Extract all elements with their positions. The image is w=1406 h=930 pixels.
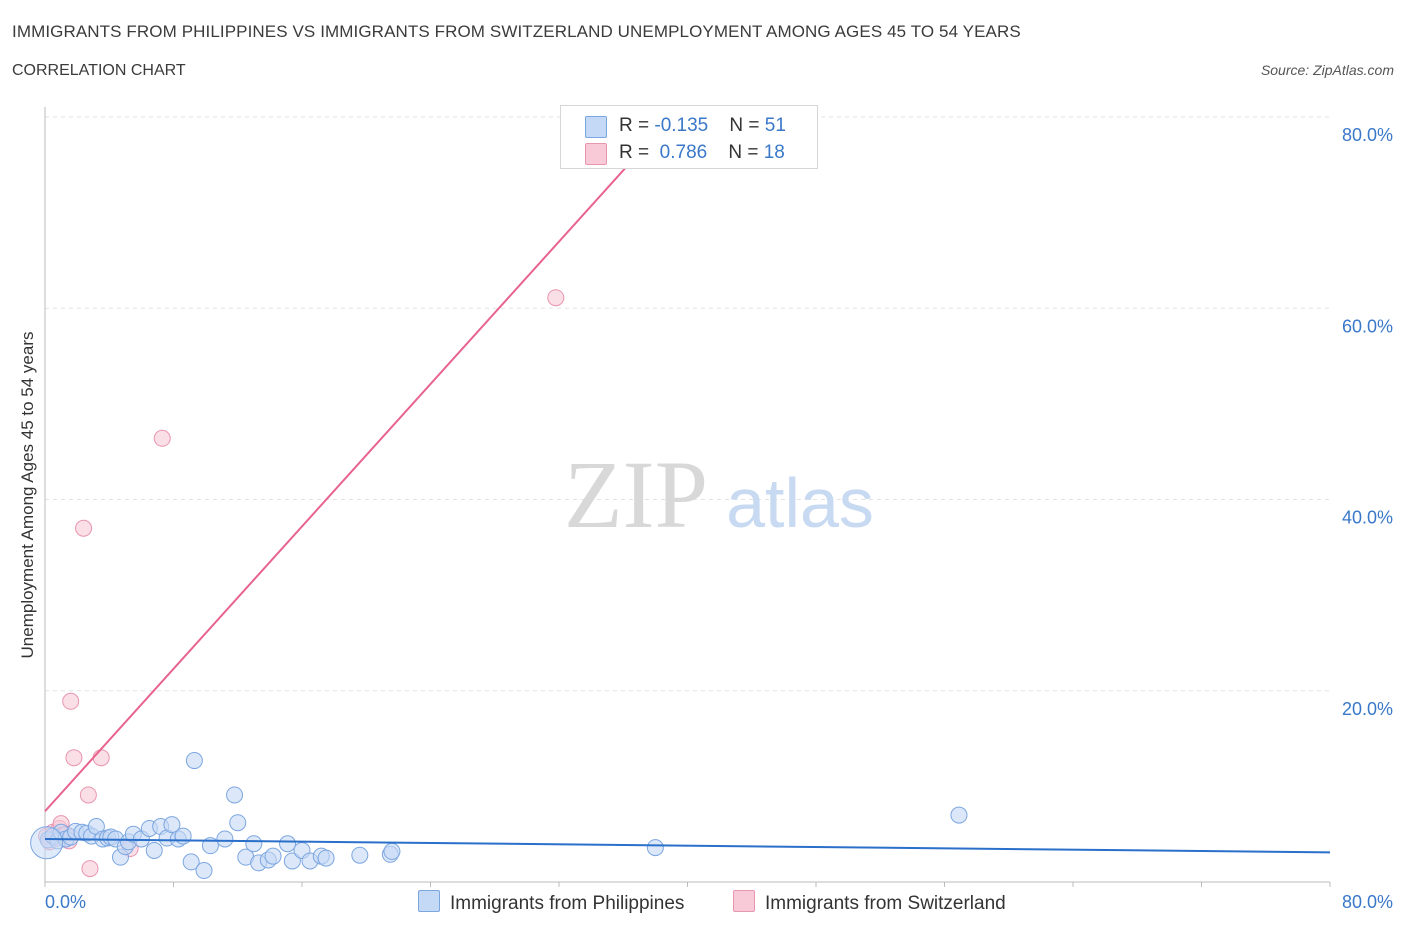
point-philippines xyxy=(195,862,213,880)
point-philippines xyxy=(185,752,203,770)
watermark-zip: ZIP xyxy=(564,441,708,548)
point-philippines xyxy=(226,786,244,804)
legend-n-value: 18 xyxy=(763,142,785,163)
legend-n-label: N = xyxy=(729,115,765,136)
legend-r-label: R = xyxy=(619,115,655,136)
point-philippines xyxy=(229,814,247,832)
legend-r-value: 0.786 xyxy=(654,142,708,163)
chart-subtitle: CORRELATION CHART xyxy=(12,62,186,79)
point-philippines xyxy=(216,830,234,848)
legend-swatch-philippines xyxy=(585,116,607,138)
point-philippines xyxy=(245,835,263,853)
source-label: Source: ZipAtlas.com xyxy=(1260,62,1394,78)
point-philippines xyxy=(264,847,282,865)
legend-r-value: -0.135 xyxy=(654,115,709,136)
legend-n-value: 51 xyxy=(764,115,786,136)
point-philippines xyxy=(145,841,163,859)
bottom-legend-switzerland: Immigrants from Switzerland xyxy=(733,890,1006,915)
y-tick-label: 60.0% xyxy=(1342,316,1393,336)
legend-n-label: N = xyxy=(728,142,764,163)
y-tick-label: 80.0% xyxy=(1342,125,1393,145)
point-switzerland xyxy=(62,692,80,710)
chart-title: IMMIGRANTS FROM PHILIPPINES VS IMMIGRANT… xyxy=(12,22,1021,41)
legend-swatch-switzerland xyxy=(585,143,607,165)
trend-line-switzerland xyxy=(44,116,673,812)
trend-lines xyxy=(44,116,1331,854)
trend-line-philippines xyxy=(44,837,1331,854)
x-tick-label: 0.0% xyxy=(45,892,86,912)
gridlines xyxy=(45,116,1330,692)
point-philippines xyxy=(317,849,335,867)
x-tick-label: 80.0% xyxy=(1342,892,1393,912)
watermark: ZIP atlas xyxy=(564,441,874,548)
point-switzerland xyxy=(65,749,83,767)
bottom-legend-philippines: Immigrants from Philippines xyxy=(418,890,684,915)
point-philippines xyxy=(279,835,297,853)
point-philippines xyxy=(950,806,968,824)
legend: R = -0.135 N = 51 R = 0.786 N = 18 xyxy=(560,105,818,169)
series-switzerland-points xyxy=(38,289,565,878)
point-switzerland xyxy=(81,860,99,878)
series-philippines-points xyxy=(30,752,968,880)
bottom-legend-swatch-switzerland xyxy=(733,890,755,912)
point-switzerland xyxy=(153,429,171,447)
point-philippines xyxy=(283,852,301,870)
y-tick-label: 40.0% xyxy=(1342,508,1393,528)
point-switzerland xyxy=(79,786,97,804)
axes xyxy=(44,107,1331,887)
bottom-legend-label-switzerland: Immigrants from Switzerland xyxy=(765,893,1006,914)
point-philippines xyxy=(30,826,64,860)
point-philippines xyxy=(646,839,664,857)
point-philippines xyxy=(182,853,200,871)
point-switzerland xyxy=(547,289,565,307)
point-philippines xyxy=(174,827,192,845)
bottom-legend-swatch-philippines xyxy=(418,890,440,912)
point-philippines xyxy=(383,842,401,860)
legend-r-label: R = xyxy=(619,142,655,163)
point-switzerland xyxy=(92,749,110,767)
watermark-atlas: atlas xyxy=(726,464,874,542)
point-switzerland xyxy=(75,519,93,537)
point-philippines xyxy=(351,846,369,864)
y-tick-label: 20.0% xyxy=(1342,699,1393,719)
point-philippines xyxy=(163,816,181,834)
bottom-legend-label-philippines: Immigrants from Philippines xyxy=(450,893,685,914)
tick-labels: 20.0% 40.0% 60.0% 80.0% 0.0% 80.0% xyxy=(45,125,1393,912)
